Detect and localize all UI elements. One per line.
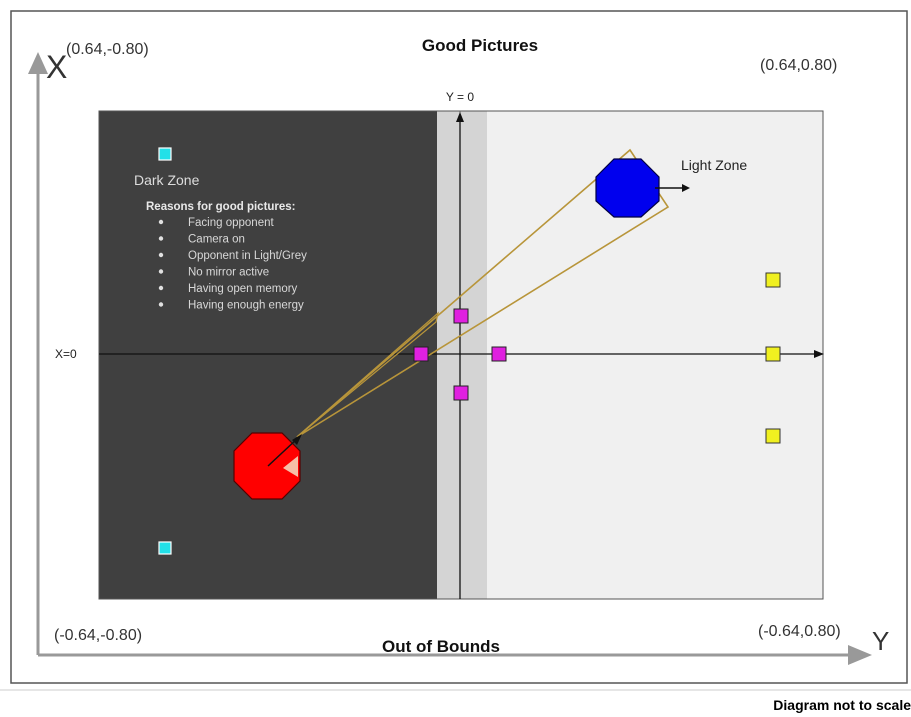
bullet-icon <box>158 236 164 241</box>
x-zero-label: X=0 <box>55 347 77 361</box>
cyan-marker-square-marker-icon <box>158 541 172 555</box>
cyan-marker-square-marker-icon <box>158 147 172 161</box>
magenta-marker-square-marker-icon <box>413 346 429 362</box>
x-axis-label: X <box>46 49 67 85</box>
reason-item: Having open memory <box>188 283 298 295</box>
magenta-marker-square-marker-icon <box>453 308 469 324</box>
scale-note: Diagram not to scale <box>773 697 911 713</box>
reason-item: Opponent in Light/Grey <box>188 250 307 262</box>
y-axis-label: Y <box>872 626 889 656</box>
reasons-list: Reasons for good pictures: Facing oppone… <box>146 201 307 312</box>
grey-zone <box>437 111 487 599</box>
dark-zone-label: Dark Zone <box>134 172 200 188</box>
y-zero-label: Y = 0 <box>446 90 474 104</box>
reason-item: Camera on <box>188 234 245 246</box>
reason-item: Facing opponent <box>188 217 274 229</box>
corner-top-left: (0.64,-0.80) <box>66 41 149 58</box>
magenta-marker-square-marker-icon <box>491 346 507 362</box>
dark-zone <box>99 111 437 599</box>
bullet-icon <box>158 302 164 307</box>
diagram-title: Good Pictures <box>422 36 538 55</box>
corner-bottom-left: (-0.64,-0.80) <box>54 627 142 644</box>
bullet-icon <box>158 219 164 225</box>
reason-item: No mirror active <box>188 267 269 279</box>
red-robot-octagon-icon <box>233 432 302 500</box>
yellow-marker-square-marker-icon <box>765 346 781 362</box>
yellow-marker-square-marker-icon <box>765 272 781 288</box>
bottom-title: Out of Bounds <box>382 637 500 656</box>
magenta-marker-square-marker-icon <box>453 385 469 401</box>
y-axis-arrowhead <box>848 645 872 665</box>
bullet-icon <box>158 252 164 258</box>
bullet-icon <box>158 285 164 291</box>
x-zero-arrowhead <box>814 350 824 358</box>
bullet-icon <box>158 269 164 274</box>
reason-item: Having enough energy <box>188 300 304 312</box>
blue-robot-octagon-icon <box>595 158 690 218</box>
reasons-heading: Reasons for good pictures: <box>146 201 296 213</box>
light-zone-label: Light Zone <box>681 157 747 173</box>
yellow-marker-square-marker-icon <box>765 428 781 444</box>
corner-bottom-right: (-0.64,0.80) <box>758 623 841 640</box>
y-zero-arrowhead <box>456 112 464 122</box>
x-axis-arrowhead <box>28 52 48 74</box>
inner-view-cone <box>296 311 439 438</box>
field-border <box>98 110 824 600</box>
corner-top-right: (0.64,0.80) <box>760 57 837 74</box>
